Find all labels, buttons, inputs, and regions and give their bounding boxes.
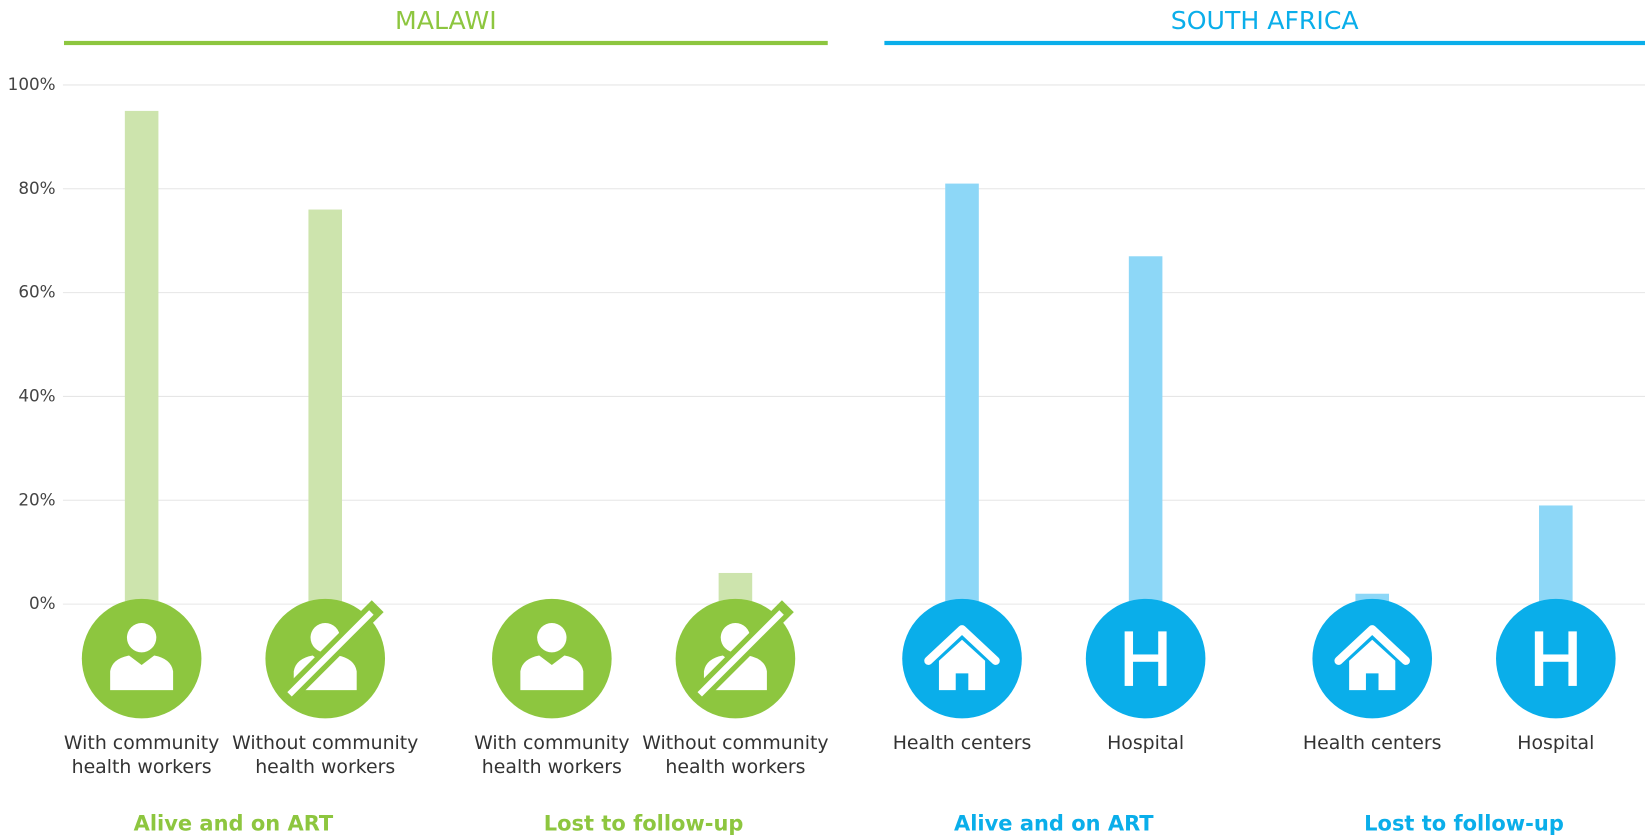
icon-h-left	[1534, 631, 1544, 686]
icon-circle	[81, 598, 202, 719]
icon-h-right	[1568, 631, 1577, 686]
y-tick-label: 60%	[18, 282, 55, 302]
icon-h-left	[1124, 631, 1134, 686]
icon-house	[938, 639, 986, 691]
y-tick-label: 20%	[18, 489, 55, 509]
category-label: Without community health workers	[232, 732, 419, 779]
category-label: With community health workers	[474, 732, 630, 779]
panel-title: MALAWI	[395, 6, 497, 35]
category-label: Hospital	[1517, 732, 1595, 755]
category-icon	[675, 598, 796, 719]
icon-head	[537, 622, 567, 653]
icon-roof	[924, 625, 1000, 665]
bar	[124, 110, 159, 605]
category-icon	[1085, 598, 1206, 719]
bar	[945, 183, 979, 605]
category-icon	[1496, 598, 1616, 719]
panel-rule	[63, 40, 828, 46]
category-label: With community health workers	[63, 732, 220, 779]
group-label: Alive and on ART	[134, 811, 334, 835]
icon-h-bar	[1541, 654, 1571, 662]
panel-title: SOUTH AFRICA	[1171, 6, 1359, 35]
category-label: Without community health workers	[642, 732, 829, 779]
category-icon	[265, 598, 386, 719]
category-icon	[1312, 598, 1433, 719]
icon-h-right	[1158, 631, 1167, 686]
icon-head	[126, 622, 157, 653]
icon-slash	[287, 610, 374, 697]
icon-roof	[1334, 625, 1410, 665]
bar	[308, 209, 343, 605]
category-label: Hospital	[1107, 732, 1185, 755]
icon-body	[110, 655, 174, 691]
panel-rule	[884, 40, 1645, 46]
icon-circle	[492, 598, 612, 719]
bar	[1128, 256, 1163, 605]
icon-body	[520, 655, 584, 691]
group-label: Alive and on ART	[954, 811, 1154, 835]
group-label: Lost to follow-up	[544, 811, 744, 835]
group-label: Lost to follow-up	[1364, 811, 1564, 835]
category-icon	[81, 598, 202, 719]
category-label: Health centers	[892, 732, 1032, 755]
bar	[1539, 505, 1573, 605]
y-tick-label: 80%	[18, 178, 55, 198]
icon-house	[1349, 639, 1396, 691]
y-tick-label: 40%	[18, 385, 55, 405]
category-icon	[492, 598, 612, 719]
category-label: Health centers	[1302, 732, 1442, 755]
y-tick-label: 100%	[8, 74, 56, 94]
category-icon	[902, 598, 1022, 719]
icon-slash	[697, 610, 784, 697]
y-tick-label: 0%	[29, 593, 56, 613]
icon-h-bar	[1130, 654, 1161, 662]
